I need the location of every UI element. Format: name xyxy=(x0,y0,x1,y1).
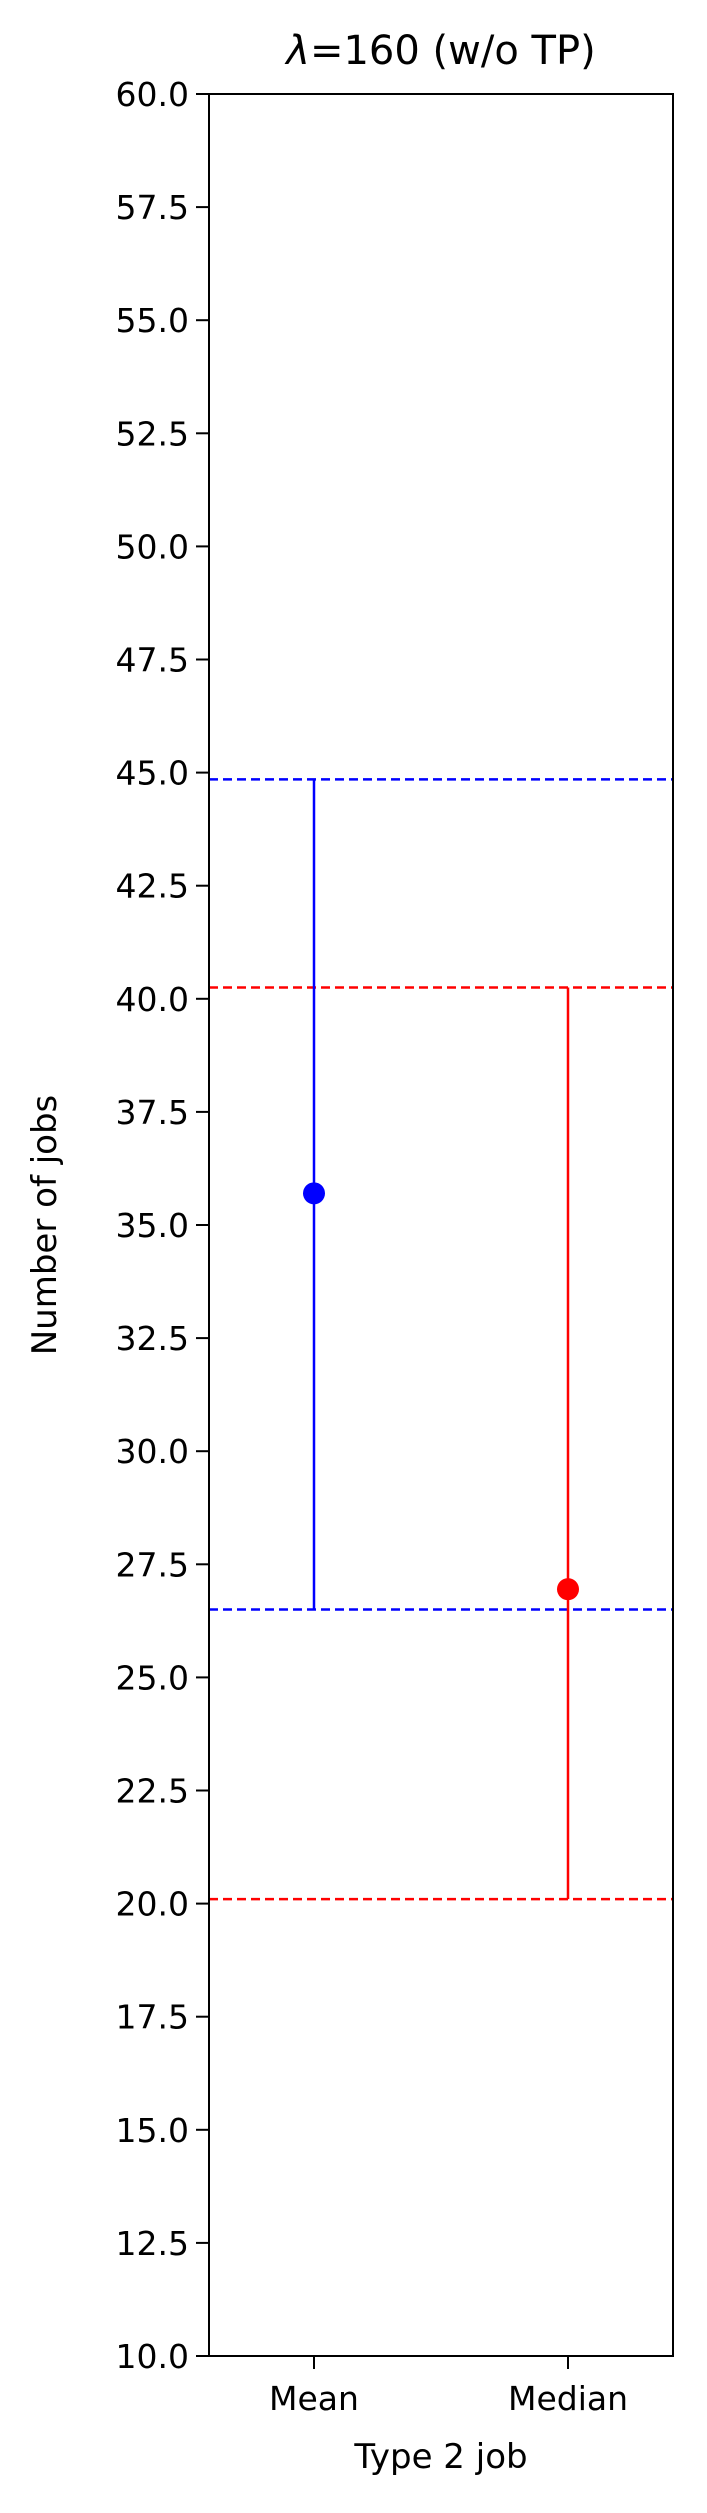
y-tick-label: 27.5 xyxy=(116,1545,189,1584)
y-tick-label: 47.5 xyxy=(116,641,189,680)
x-axis-label: Type 2 job xyxy=(353,2437,527,2477)
y-tick-label: 30.0 xyxy=(116,1432,189,1471)
y-tick-label: 35.0 xyxy=(116,1206,189,1245)
x-tick-label: Median xyxy=(508,2379,628,2418)
chart-title-rest: =160 (w/o TP) xyxy=(310,28,596,74)
y-tick-label: 40.0 xyxy=(116,980,189,1019)
data-point-mean xyxy=(303,1182,325,1205)
x-tick-label: Mean xyxy=(269,2379,359,2418)
y-tick-label: 10.0 xyxy=(116,2337,189,2376)
y-tick-label: 57.5 xyxy=(116,188,189,227)
y-tick-label: 50.0 xyxy=(116,527,189,566)
y-tick-label: 60.0 xyxy=(116,75,189,114)
y-axis-label: Number of jobs xyxy=(25,1095,65,1356)
y-tick-label: 15.0 xyxy=(116,2111,189,2150)
y-tick-label: 37.5 xyxy=(116,1093,189,1132)
chart-title-lambda: λ xyxy=(284,28,310,74)
y-tick-label: 22.5 xyxy=(116,1772,189,1811)
x-axis: Mean Median xyxy=(269,2356,628,2418)
plot-area xyxy=(209,94,673,2356)
y-tick-label: 17.5 xyxy=(116,1998,189,2037)
y-tick-label: 12.5 xyxy=(116,2224,189,2263)
y-tick-label: 52.5 xyxy=(116,414,189,453)
y-axis: 10.0 12.5 15.0 17.5 20.0 22.5 25.0 27.5 30.0 32.5… xyxy=(116,75,209,2376)
data-points xyxy=(303,1182,579,1601)
y-tick-label: 20.0 xyxy=(116,1885,189,1924)
chart-title: λ=160 (w/o TP) xyxy=(284,28,595,74)
y-tick-label: 55.0 xyxy=(116,301,189,340)
y-tick-label: 42.5 xyxy=(116,867,189,906)
y-tick-label: 32.5 xyxy=(116,1319,189,1358)
y-tick-label: 25.0 xyxy=(116,1658,189,1697)
data-point-median xyxy=(557,1578,579,1601)
y-tick-label: 45.0 xyxy=(116,754,189,793)
reference-lines xyxy=(209,778,673,1901)
